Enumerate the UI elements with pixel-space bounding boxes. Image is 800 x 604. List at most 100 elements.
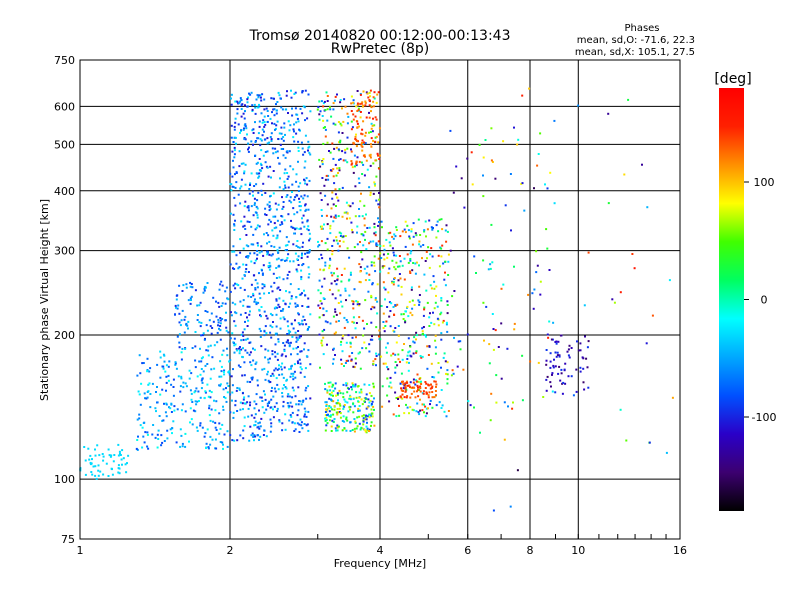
scatter-point xyxy=(235,171,238,174)
scatter-point xyxy=(264,123,267,126)
scatter-point xyxy=(402,383,405,386)
scatter-point xyxy=(275,377,278,380)
scatter-point xyxy=(369,415,372,418)
y-tick-label: 600 xyxy=(54,100,75,113)
scatter-point xyxy=(387,272,390,275)
scatter-point xyxy=(307,225,310,228)
scatter-point xyxy=(236,100,239,103)
scatter-point xyxy=(509,173,512,175)
scatter-point xyxy=(337,425,340,428)
scatter-point xyxy=(336,267,339,270)
scatter-point xyxy=(274,147,277,150)
scatter-point xyxy=(374,270,377,273)
scatter-point xyxy=(389,310,392,312)
scatter-point xyxy=(330,115,333,118)
scatter-point xyxy=(246,206,249,209)
scatter-point xyxy=(357,400,360,403)
scatter-point xyxy=(437,371,440,374)
scatter-point xyxy=(645,342,648,345)
scatter-point xyxy=(423,403,425,406)
scatter-point xyxy=(282,299,285,302)
scatter-point xyxy=(349,395,352,398)
scatter-point xyxy=(218,288,221,291)
scatter-point xyxy=(336,429,339,432)
scatter-point xyxy=(554,365,557,368)
scatter-point xyxy=(354,115,357,118)
scatter-point xyxy=(92,465,95,468)
scatter-point xyxy=(162,353,165,356)
scatter-point xyxy=(303,319,306,321)
scatter-point xyxy=(97,469,100,472)
scatter-point xyxy=(248,221,251,223)
scatter-point xyxy=(274,151,277,154)
scatter-point xyxy=(377,224,379,227)
scatter-point xyxy=(333,147,336,150)
scatter-point xyxy=(282,201,285,203)
scatter-point xyxy=(372,192,375,195)
scatter-point xyxy=(250,140,253,143)
scatter-point xyxy=(325,91,328,94)
scatter-point xyxy=(391,235,394,238)
scatter-point xyxy=(331,253,334,256)
scatter-point xyxy=(269,375,272,377)
scatter-point xyxy=(273,369,276,372)
scatter-point xyxy=(245,263,248,266)
scatter-point xyxy=(200,357,203,360)
scatter-point xyxy=(421,330,424,333)
scatter-point xyxy=(321,257,324,260)
scatter-point xyxy=(401,393,404,396)
scatter-point xyxy=(206,329,209,332)
scatter-point xyxy=(249,182,252,185)
scatter-point xyxy=(278,367,280,370)
scatter-point xyxy=(405,403,407,406)
scatter-point xyxy=(118,450,121,453)
scatter-point xyxy=(171,432,173,435)
scatter-point xyxy=(584,335,586,338)
scatter-point xyxy=(282,188,285,191)
scatter-point xyxy=(277,156,279,159)
scatter-point xyxy=(304,203,307,206)
scatter-point xyxy=(194,345,197,348)
scatter-point xyxy=(430,287,433,290)
scatter-point xyxy=(94,454,97,457)
scatter-point xyxy=(357,107,360,110)
scatter-point xyxy=(358,208,360,210)
scatter-point xyxy=(341,350,344,353)
scatter-point xyxy=(350,150,353,153)
scatter-point xyxy=(135,447,138,450)
scatter-point xyxy=(165,364,168,367)
scatter-point xyxy=(272,416,275,419)
scatter-point xyxy=(398,414,401,417)
scatter-point xyxy=(201,381,204,384)
scatter-point xyxy=(428,266,431,269)
scatter-point xyxy=(433,323,436,326)
scatter-point xyxy=(260,315,262,318)
scatter-point xyxy=(357,385,360,387)
scatter-point xyxy=(445,415,448,418)
scatter-point xyxy=(250,260,253,263)
scatter-point xyxy=(234,324,237,327)
scatter-point xyxy=(269,324,272,327)
scatter-point xyxy=(243,361,246,364)
scatter-point xyxy=(513,126,515,129)
scatter-point xyxy=(360,132,363,135)
scatter-point xyxy=(182,386,185,389)
scatter-point xyxy=(362,120,365,123)
scatter-point xyxy=(521,182,524,185)
scatter-point xyxy=(287,175,290,178)
scatter-point xyxy=(404,386,407,389)
scatter-point xyxy=(369,240,372,243)
scatter-point xyxy=(418,377,421,380)
scatter-point xyxy=(324,128,327,131)
scatter-point xyxy=(337,121,340,123)
scatter-point xyxy=(583,388,586,391)
scatter-point xyxy=(273,405,276,408)
scatter-point xyxy=(107,475,110,477)
scatter-point xyxy=(234,186,237,189)
scatter-point xyxy=(243,172,246,175)
scatter-point xyxy=(263,330,266,333)
scatter-point xyxy=(625,439,628,442)
scatter-point xyxy=(383,330,386,333)
scatter-point xyxy=(326,237,329,240)
scatter-point xyxy=(280,97,282,100)
